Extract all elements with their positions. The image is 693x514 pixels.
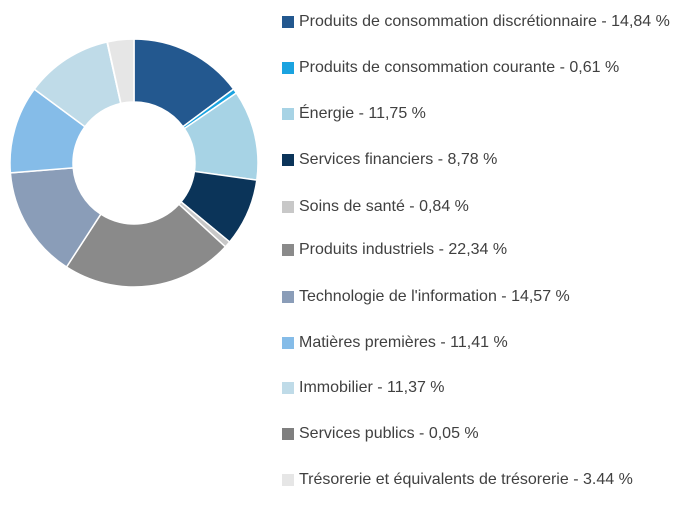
legend-item: Matières premières - 11,41 % <box>282 332 687 354</box>
legend-item: Technologie de l'information - 14,57 % <box>282 286 687 308</box>
legend-item: Services financiers - 8,78 % <box>282 149 687 171</box>
legend-item: Énergie - 11,75 % <box>282 103 687 125</box>
legend-label: Trésorerie et équivalents de trésorerie … <box>299 471 633 488</box>
legend-swatch <box>282 244 294 256</box>
legend-swatch <box>282 291 294 303</box>
legend-swatch <box>282 154 294 166</box>
legend-label: Matières premières - 11,41 % <box>299 334 508 351</box>
legend-label: Services publics - 0,05 % <box>299 425 479 442</box>
legend-swatch <box>282 337 294 349</box>
legend-item: Soins de santé - 0,84 % <box>282 196 687 218</box>
legend-item: Immobilier - 11,37 % <box>282 377 687 399</box>
legend-label: Énergie - 11,75 % <box>299 105 426 122</box>
legend-item: Produits de consommation courante - 0,61… <box>282 57 687 79</box>
donut-slice <box>65 203 227 288</box>
legend-label: Produits industriels - 22,34 % <box>299 241 508 258</box>
legend-label: Produits de consommation discrétionnaire… <box>299 13 670 30</box>
legend-label: Produits de consommation courante - 0,61… <box>299 59 620 76</box>
legend-swatch <box>282 201 294 213</box>
legend-swatch <box>282 382 294 394</box>
legend-label: Immobilier - 11,37 % <box>299 379 445 396</box>
legend-swatch <box>282 108 294 120</box>
legend-swatch <box>282 62 294 74</box>
donut-slice <box>106 38 135 105</box>
legend-label: Services financiers - 8,78 % <box>299 151 498 168</box>
legend-swatch <box>282 474 294 486</box>
legend-swatch <box>282 428 294 440</box>
legend-swatch <box>282 16 294 28</box>
legend-item: Produits de consommation discrétionnaire… <box>282 11 687 33</box>
legend-item: Services publics - 0,05 % <box>282 423 687 445</box>
legend-item: Produits industriels - 22,34 % <box>282 239 687 261</box>
legend-label: Technologie de l'information - 14,57 % <box>299 288 570 305</box>
donut <box>9 38 259 288</box>
legend-item: Trésorerie et équivalents de trésorerie … <box>282 469 687 491</box>
legend-label: Soins de santé - 0,84 % <box>299 198 469 215</box>
